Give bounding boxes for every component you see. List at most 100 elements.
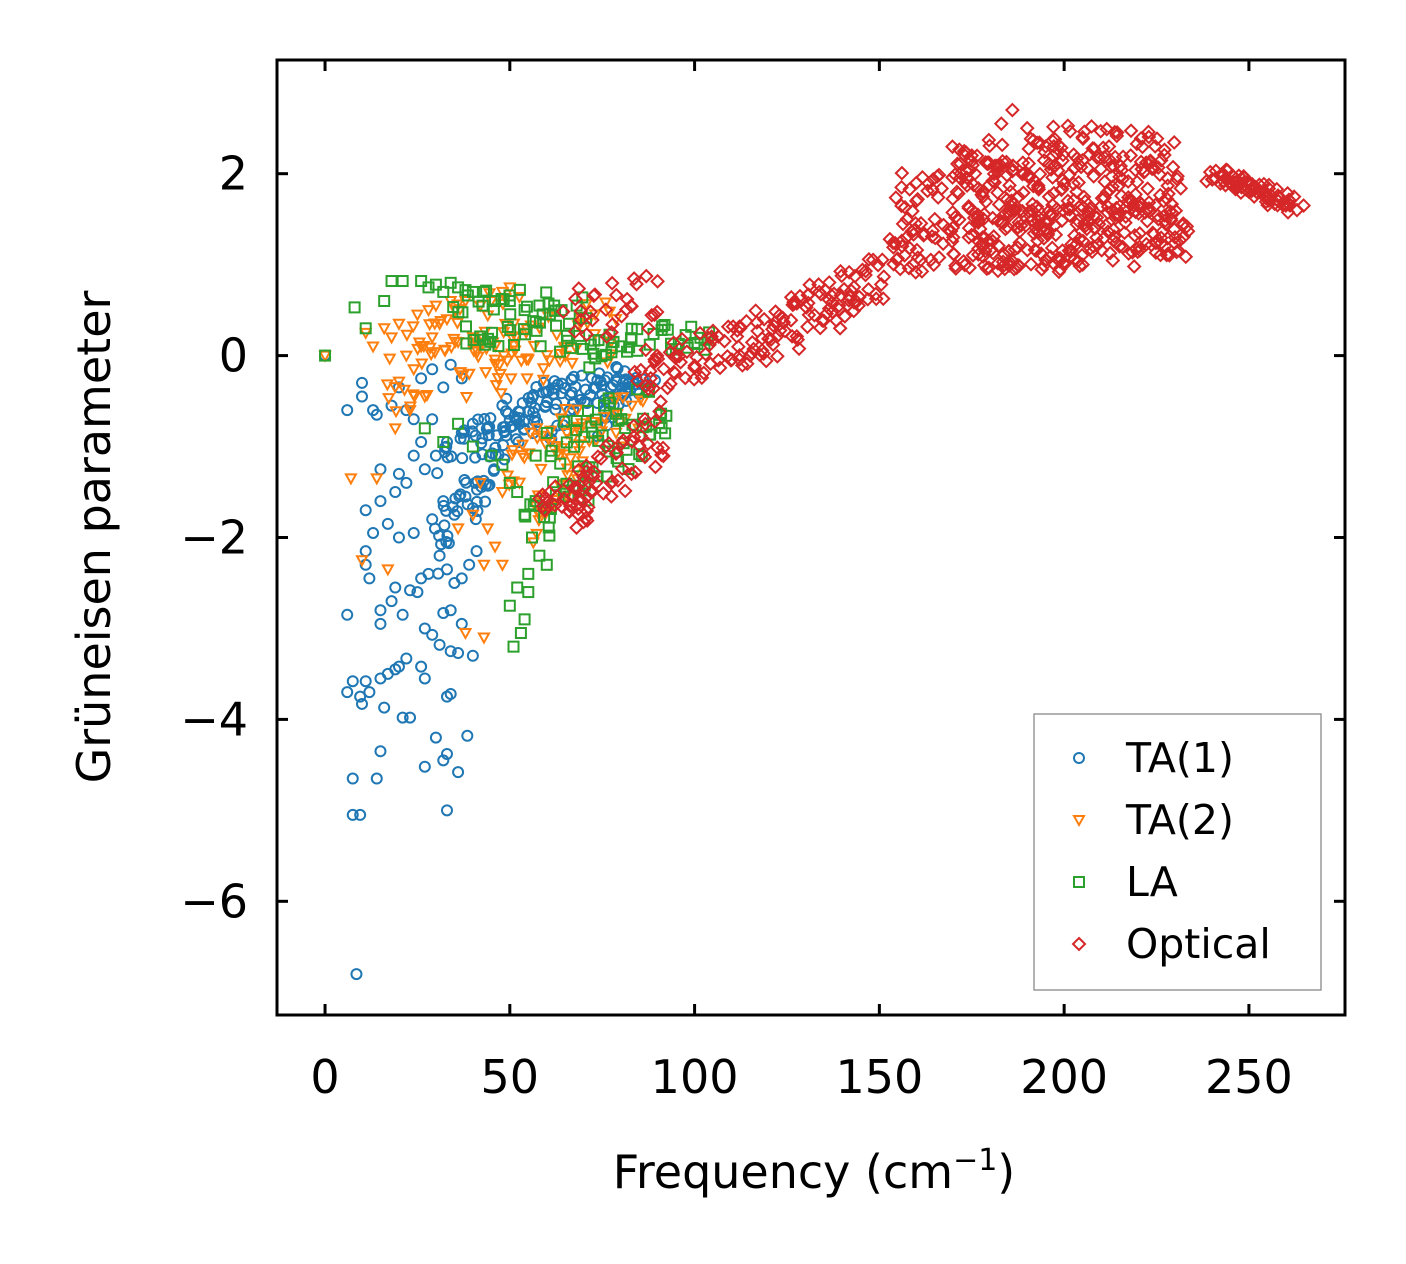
- ta-2-point: [494, 388, 508, 401]
- ta-1-point: [455, 572, 468, 585]
- la-point: [545, 444, 558, 457]
- optical-point: [567, 324, 583, 339]
- ta-2-point: [530, 528, 544, 541]
- ta-1-point: [448, 508, 461, 521]
- ta-2-point: [370, 473, 384, 486]
- optical-point: [1259, 189, 1275, 204]
- ta-1-point: [341, 608, 354, 621]
- optical-point: [1105, 253, 1121, 268]
- optical-point: [1271, 193, 1286, 209]
- ta-1-point: [440, 747, 453, 760]
- ta-2-point: [540, 350, 554, 363]
- la-point: [533, 299, 546, 312]
- optical-point: [756, 346, 772, 362]
- optical-point: [885, 235, 901, 251]
- optical-point: [1107, 124, 1123, 140]
- ta-1-point: [431, 467, 444, 480]
- legend-item: Optical: [1071, 920, 1271, 968]
- la-point: [418, 422, 431, 435]
- optical-point: [1106, 229, 1122, 245]
- ta-1-point: [355, 390, 368, 403]
- optical-point: [945, 139, 960, 155]
- la-point: [522, 586, 535, 599]
- legend-label: TA(1): [1125, 734, 1234, 782]
- optical-point: [1070, 213, 1086, 229]
- ta-2-point: [493, 368, 508, 381]
- ta-2-point: [492, 359, 507, 372]
- la-point: [514, 627, 527, 639]
- la-point: [592, 434, 605, 447]
- optical-point: [991, 238, 1006, 254]
- optical-point: [628, 464, 643, 480]
- la-point: [550, 319, 563, 332]
- ta-2-point: [625, 400, 639, 413]
- x-axis-label: Frequency (cm−1): [613, 1143, 1016, 1199]
- optical-point: [609, 445, 624, 461]
- optical-point: [1062, 123, 1078, 139]
- ta-2-point: [495, 486, 510, 500]
- optical-point: [1090, 237, 1105, 253]
- optical-point: [623, 298, 639, 314]
- optical-point: [981, 132, 997, 148]
- ta-1-point: [346, 675, 359, 688]
- ta-2-point: [507, 340, 521, 353]
- la-point: [348, 301, 361, 314]
- optical-point: [1038, 252, 1054, 268]
- optical-point: [547, 479, 563, 494]
- optical-point: [744, 345, 760, 361]
- optical-point: [909, 242, 925, 258]
- la-point: [477, 285, 490, 298]
- la-point: [485, 449, 498, 462]
- la-point: [518, 508, 531, 521]
- optical-point: [666, 364, 682, 380]
- legend-marker: [1071, 936, 1087, 952]
- optical-point: [653, 394, 668, 410]
- ta-2-point: [512, 291, 527, 305]
- la-point: [460, 320, 473, 333]
- optical-point: [1167, 229, 1183, 245]
- x-tick-label: 250: [1205, 1050, 1293, 1104]
- optical-point: [1118, 209, 1134, 224]
- ta-2-point: [438, 345, 452, 358]
- optical-point: [841, 264, 857, 280]
- optical-point: [1056, 176, 1072, 192]
- optical-point: [1260, 197, 1276, 213]
- ta-2-point: [458, 628, 473, 641]
- optical-point: [969, 148, 985, 164]
- optical-point: [1005, 254, 1021, 269]
- ta-1-point: [504, 421, 517, 434]
- ta-1-point: [567, 370, 580, 383]
- optical-point: [1144, 160, 1159, 176]
- optical-point: [687, 358, 703, 374]
- y-tick-label: −6: [180, 874, 248, 928]
- optical-point: [1100, 205, 1116, 221]
- ta-2-point: [377, 323, 391, 336]
- optical-point: [1102, 245, 1118, 261]
- ta-1-point: [385, 595, 398, 608]
- optical-point: [1037, 214, 1053, 230]
- la-point: [503, 295, 516, 308]
- optical-point: [1011, 189, 1026, 205]
- optical-point: [1027, 242, 1043, 258]
- ta-2-point: [560, 427, 574, 441]
- optical-point: [821, 275, 837, 290]
- ta-1-point: [396, 711, 409, 724]
- optical-point: [1109, 125, 1125, 140]
- ta-1-point: [482, 429, 495, 442]
- optical-point: [1002, 177, 1017, 193]
- legend-marker: [1073, 876, 1085, 888]
- optical-point: [783, 289, 799, 305]
- ta-2-point: [450, 317, 465, 330]
- la-point: [518, 304, 531, 317]
- optical-point: [599, 329, 615, 345]
- ta-2-point: [344, 473, 358, 486]
- optical-point: [1009, 260, 1025, 276]
- optical-point: [648, 459, 663, 475]
- optical-point: [953, 166, 969, 182]
- optical-point: [861, 251, 877, 267]
- optical-point: [754, 343, 770, 358]
- ta-1-point: [378, 701, 391, 714]
- optical-point: [1086, 238, 1102, 254]
- la-point: [507, 640, 520, 653]
- ta-2-point: [428, 347, 442, 360]
